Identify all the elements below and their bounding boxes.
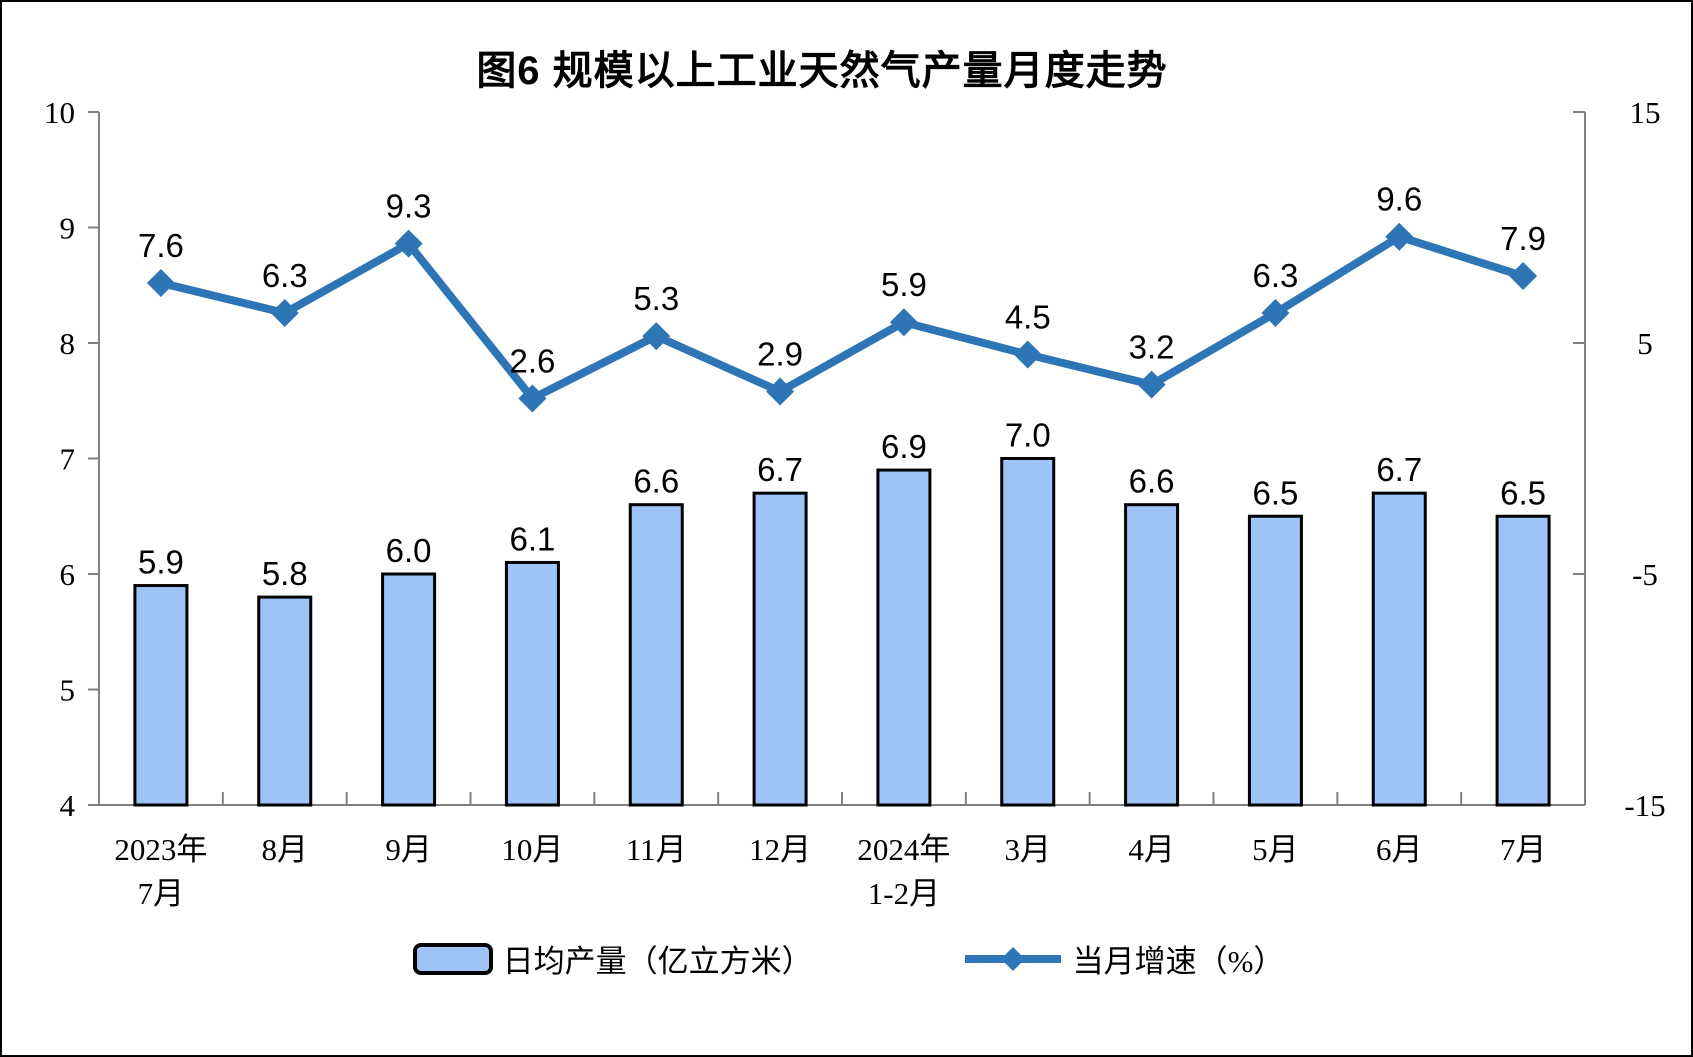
line-value-label: 7.6 bbox=[138, 227, 184, 264]
x-axis-category-label: 11月 bbox=[626, 832, 687, 867]
legend-bar-label: 日均产量（亿立方米） bbox=[502, 944, 813, 979]
line-marker-icon bbox=[1385, 222, 1414, 251]
x-axis-category-label: 12月 bbox=[749, 832, 811, 867]
legend-item-bar: 日均产量（亿立方米） bbox=[412, 936, 813, 981]
line-value-label: 4.5 bbox=[1005, 299, 1051, 336]
x-axis-category-label: 1-2月 bbox=[868, 876, 940, 911]
line-value-label: 9.6 bbox=[1376, 181, 1422, 218]
line-marker-icon bbox=[889, 308, 918, 337]
bar bbox=[628, 503, 684, 807]
legend: 日均产量（亿立方米） 当月增速（%） bbox=[2, 936, 1691, 981]
x-axis-category-label: 4月 bbox=[1128, 832, 1175, 867]
bar bbox=[504, 560, 560, 807]
legend-item-line: 当月增速（%） bbox=[963, 936, 1285, 981]
bar-value-label: 6.6 bbox=[633, 463, 679, 500]
left-axis-tick-label: 4 bbox=[60, 788, 76, 823]
line-value-label: 6.3 bbox=[1252, 257, 1298, 294]
bar bbox=[133, 584, 189, 807]
line-value-label: 2.9 bbox=[757, 336, 803, 373]
bar-value-label: 6.0 bbox=[386, 532, 432, 569]
x-axis-category-label: 8月 bbox=[262, 832, 309, 867]
bar-value-label: 6.7 bbox=[757, 451, 803, 488]
line-marker-icon bbox=[1509, 262, 1538, 291]
line-value-label: 5.3 bbox=[633, 280, 679, 317]
bar-value-label: 6.5 bbox=[1252, 474, 1298, 511]
line-swatch-icon bbox=[964, 946, 1061, 971]
line-marker-icon bbox=[642, 322, 671, 351]
bar bbox=[1247, 514, 1303, 807]
line-value-label: 3.2 bbox=[1129, 329, 1175, 366]
growth-line bbox=[156, 232, 1528, 403]
legend-line-label: 当月增速（%） bbox=[1072, 944, 1285, 979]
line-value-label: 6.3 bbox=[262, 257, 308, 294]
line-marker-icon bbox=[766, 377, 795, 406]
x-axis-category-label: 6月 bbox=[1376, 832, 1423, 867]
line-value-label: 2.6 bbox=[509, 342, 555, 379]
bar-value-label: 6.9 bbox=[881, 428, 927, 465]
right-axis-tick-label: 5 bbox=[1637, 326, 1653, 361]
bar bbox=[1124, 503, 1180, 807]
bar-value-label: 6.5 bbox=[1500, 474, 1546, 511]
x-axis-category-label: 5月 bbox=[1252, 832, 1299, 867]
left-axis-tick-label: 5 bbox=[60, 673, 76, 708]
line-value-label: 9.3 bbox=[386, 188, 432, 225]
bar bbox=[381, 572, 437, 807]
left-axis-tick-label: 9 bbox=[60, 211, 76, 246]
bar bbox=[1371, 491, 1427, 807]
bar-value-label: 6.7 bbox=[1376, 451, 1422, 488]
bar-value-label: 6.1 bbox=[509, 520, 555, 557]
right-axis-tick-label: 15 bbox=[1630, 95, 1661, 130]
legend-line-marker-icon bbox=[1000, 946, 1025, 971]
line-value-label: 7.9 bbox=[1500, 220, 1546, 257]
bar-value-label: 6.6 bbox=[1129, 463, 1175, 500]
line-marker-icon bbox=[146, 268, 175, 297]
line-value-label: 5.9 bbox=[881, 266, 927, 303]
line-marker-icon bbox=[1013, 340, 1042, 369]
x-axis-category-label: 3月 bbox=[1005, 832, 1052, 867]
x-axis-category-label: 2023年 bbox=[114, 832, 207, 867]
x-axis-category-label: 2024年 bbox=[857, 832, 950, 867]
right-axis-tick-label: -15 bbox=[1624, 788, 1665, 823]
left-axis-tick-label: 8 bbox=[60, 326, 76, 361]
bar-value-label: 5.9 bbox=[138, 544, 184, 581]
line-marker-icon bbox=[1137, 370, 1166, 399]
bar bbox=[1495, 514, 1551, 807]
x-axis-category-label: 7月 bbox=[1500, 832, 1547, 867]
x-axis-category-label: 7月 bbox=[138, 876, 185, 911]
bar-value-label: 7.0 bbox=[1005, 417, 1051, 454]
left-axis-tick-label: 10 bbox=[44, 95, 75, 130]
bar bbox=[876, 468, 932, 807]
left-axis-tick-label: 7 bbox=[60, 442, 76, 477]
bar bbox=[1000, 457, 1056, 807]
line-marker-icon bbox=[270, 298, 299, 327]
right-axis-tick-label: -5 bbox=[1632, 557, 1658, 592]
line-marker-icon bbox=[518, 384, 547, 413]
bar bbox=[257, 595, 313, 807]
bar bbox=[752, 491, 808, 807]
line-marker-icon bbox=[394, 229, 423, 258]
x-axis-category-label: 10月 bbox=[501, 832, 563, 867]
bar-swatch-icon bbox=[412, 942, 493, 975]
bar-value-label: 5.8 bbox=[262, 555, 308, 592]
x-axis-category-label: 9月 bbox=[385, 832, 432, 867]
left-axis-tick-label: 6 bbox=[60, 557, 76, 592]
line-marker-icon bbox=[1261, 298, 1290, 327]
chart-title: 图6 规模以上工业天然气产量月度走势 bbox=[476, 49, 1168, 93]
